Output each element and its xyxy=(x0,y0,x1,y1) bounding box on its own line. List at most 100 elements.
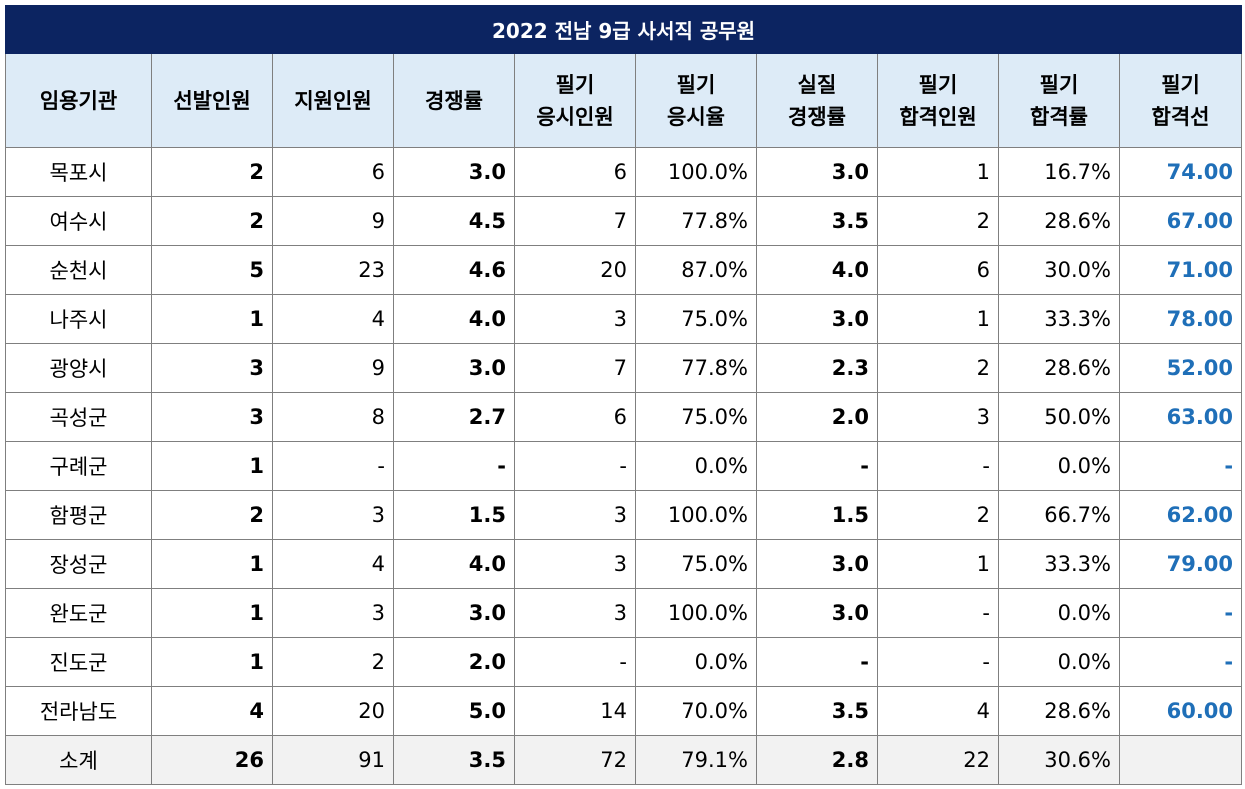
table-row: 구례군 1- - -0.0% - -0.0% - xyxy=(5,441,1243,491)
header-label: 실질 xyxy=(797,72,837,97)
cell-actual-competition-rate: 3.0 xyxy=(756,147,878,197)
cell-written-takers: - xyxy=(514,637,636,687)
cell-written-pass-rate: 33.3% xyxy=(998,539,1120,589)
cell-written-cutoff: 62.00 xyxy=(1118,490,1243,540)
cell-competition-rate: 2.7 xyxy=(393,392,515,442)
cell-actual-competition-rate: 2.0 xyxy=(756,392,878,442)
cell-written-cutoff xyxy=(1118,735,1243,785)
cell-applicants: 23 xyxy=(272,245,394,295)
cell-written-cutoff: 78.00 xyxy=(1118,294,1243,344)
cell-written-take-rate: 75.0% xyxy=(635,539,757,589)
cell-written-takers: 3 xyxy=(514,490,636,540)
cell-written-take-rate: 0.0% xyxy=(635,637,757,687)
cell-written-takers: 14 xyxy=(514,686,636,736)
cell-competition-rate: 4.5 xyxy=(393,196,515,246)
header-label: 필기 xyxy=(676,72,716,97)
cell-written-pass-rate: 0.0% xyxy=(998,588,1120,638)
cell-actual-competition-rate: 1.5 xyxy=(756,490,878,540)
cell-selected: 1 xyxy=(151,294,273,344)
cell-selected: 2 xyxy=(151,147,273,197)
header-label: 필기 xyxy=(1039,72,1079,97)
cell-applicants: 9 xyxy=(272,343,394,393)
cell-agency: 나주시 xyxy=(5,294,152,344)
cell-written-passers: 6 xyxy=(877,245,999,295)
cell-selected: 2 xyxy=(151,490,273,540)
cell-written-cutoff: - xyxy=(1118,588,1243,638)
cell-written-cutoff: 74.00 xyxy=(1118,147,1243,197)
cell-agency: 목포시 xyxy=(5,147,152,197)
cell-written-passers: 2 xyxy=(877,343,999,393)
cell-actual-competition-rate: - xyxy=(756,441,878,491)
header-label: 필기 xyxy=(555,72,595,97)
header-label: 지원인원 xyxy=(294,88,372,113)
header-written-take-rate: 필기 응시율 xyxy=(635,53,757,148)
cell-written-take-rate: 87.0% xyxy=(635,245,757,295)
cell-selected: 2 xyxy=(151,196,273,246)
cell-written-cutoff: 60.00 xyxy=(1118,686,1243,736)
cell-written-takers: 72 xyxy=(514,735,636,785)
cell-selected: 5 xyxy=(151,245,273,295)
table-row: 전라남도 4 20 5.0 14 70.0% 3.5 4 28.6% 60.00 xyxy=(5,686,1243,736)
cell-agency: 장성군 xyxy=(5,539,152,589)
cell-written-takers: 3 xyxy=(514,294,636,344)
cell-applicants: 20 xyxy=(272,686,394,736)
table-row: 진도군 1 2 2.0-0.0% - -0.0% - xyxy=(5,637,1243,687)
cell-actual-competition-rate: 3.5 xyxy=(756,686,878,736)
cell-agency: 함평군 xyxy=(5,490,152,540)
header-written-cutoff: 필기 합격선 xyxy=(1118,53,1243,148)
cell-competition-rate: 3.0 xyxy=(393,147,515,197)
table-row: 나주시 1 4 4.0 3 75.0% 3.0 1 33.3% 78.00 xyxy=(5,294,1243,344)
table-row: 목포시 2 6 3.0 6 100.0% 3.0 1 16.7% 74.00 xyxy=(5,147,1243,197)
cell-written-pass-rate: 30.0% xyxy=(998,245,1120,295)
cell-applicants: 2 xyxy=(272,637,394,687)
cell-written-cutoff: 63.00 xyxy=(1118,392,1243,442)
cell-applicants: 9 xyxy=(272,196,394,246)
cell-applicants: 91 xyxy=(272,735,394,785)
cell-competition-rate: 4.6 xyxy=(393,245,515,295)
table-title: 2022 전남 9급 사서직 공무원 xyxy=(4,5,1243,54)
cell-written-passers: 4 xyxy=(877,686,999,736)
cell-applicants: 3 xyxy=(272,490,394,540)
cell-written-takers: 7 xyxy=(514,196,636,246)
header-written-takers: 필기 응시인원 xyxy=(514,53,636,148)
header-label: 합격선 xyxy=(1151,104,1210,129)
cell-written-takers: 20 xyxy=(514,245,636,295)
cell-agency: 진도군 xyxy=(5,637,152,687)
cell-written-pass-rate: 28.6% xyxy=(998,343,1120,393)
cell-written-cutoff: - xyxy=(1118,441,1243,491)
cell-agency: 구례군 xyxy=(5,441,152,491)
header-agency: 임용기관 xyxy=(5,53,152,148)
cell-actual-competition-rate: 3.0 xyxy=(756,588,878,638)
cell-written-take-rate: 100.0% xyxy=(635,147,757,197)
cell-written-cutoff: 67.00 xyxy=(1118,196,1243,246)
cell-actual-competition-rate: 3.5 xyxy=(756,196,878,246)
cell-written-takers: 3 xyxy=(514,539,636,589)
cell-written-take-rate: 75.0% xyxy=(635,392,757,442)
cell-written-passers: 1 xyxy=(877,539,999,589)
cell-written-take-rate: 100.0% xyxy=(635,588,757,638)
header-label: 합격인원 xyxy=(899,104,977,129)
recruitment-stats-table: 2022 전남 9급 사서직 공무원 임용기관 선발인원 지원인원 경쟁률 필기 응시인원… xyxy=(4,5,1243,785)
cell-applicants: 6 xyxy=(272,147,394,197)
cell-selected: 1 xyxy=(151,588,273,638)
cell-agency: 전라남도 xyxy=(5,686,152,736)
cell-written-take-rate: 79.1% xyxy=(635,735,757,785)
cell-written-takers: 6 xyxy=(514,392,636,442)
cell-written-pass-rate: 28.6% xyxy=(998,196,1120,246)
cell-competition-rate: 4.0 xyxy=(393,294,515,344)
cell-actual-competition-rate: 2.8 xyxy=(756,735,878,785)
cell-competition-rate: 1.5 xyxy=(393,490,515,540)
total-row: 소계 26 91 3.5 72 79.1% 2.8 22 30.6% xyxy=(5,735,1243,785)
table-row: 장성군 1 4 4.0 3 75.0% 3.0 1 33.3% 79.00 xyxy=(5,539,1243,589)
cell-written-cutoff: 52.00 xyxy=(1118,343,1243,393)
cell-written-cutoff: - xyxy=(1118,637,1243,687)
cell-written-passers: 2 xyxy=(877,490,999,540)
cell-written-pass-rate: 66.7% xyxy=(998,490,1120,540)
cell-actual-competition-rate: - xyxy=(756,637,878,687)
cell-applicants: 3 xyxy=(272,588,394,638)
cell-written-takers: 7 xyxy=(514,343,636,393)
cell-written-take-rate: 70.0% xyxy=(635,686,757,736)
cell-competition-rate: 4.0 xyxy=(393,539,515,589)
cell-actual-competition-rate: 2.3 xyxy=(756,343,878,393)
table-row: 순천시 5 23 4.6 20 87.0% 4.0 6 30.0% 71.00 xyxy=(5,245,1243,295)
